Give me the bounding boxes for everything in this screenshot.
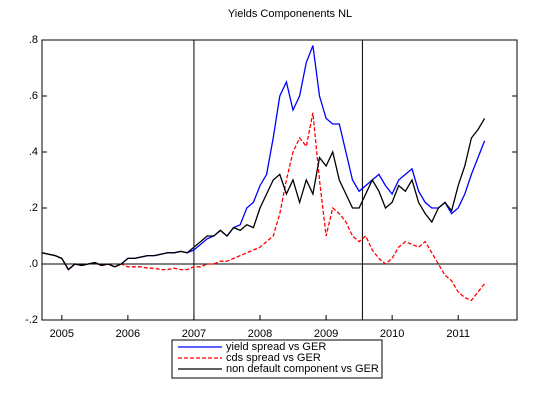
y-tick-label: -.2 — [25, 314, 38, 326]
legend-label: yield spread vs GER — [226, 341, 326, 353]
legend — [171, 339, 383, 379]
x-tick-label: 2008 — [248, 328, 272, 340]
plot-frame — [41, 39, 518, 321]
chart-title: Yields Componenents NL — [228, 8, 352, 20]
x-tick-label: 2011 — [446, 328, 470, 340]
x-tick-label: 2010 — [380, 328, 404, 340]
y-tick-label: .6 — [29, 90, 38, 102]
y-tick-label: .4 — [29, 146, 38, 158]
y-tick-label: .8 — [29, 34, 38, 46]
y-tick-label: .2 — [29, 202, 38, 214]
x-tick-label: 2005 — [50, 328, 74, 340]
x-tick-label: 2009 — [314, 328, 338, 340]
series-line — [41, 118, 486, 271]
x-tick-label: 2006 — [116, 328, 140, 340]
x-tick-label: 2007 — [182, 328, 206, 340]
legend-label: non default component vs GER — [226, 363, 379, 375]
legend-label: cds spread vs GER — [226, 352, 321, 364]
y-tick-label: .0 — [29, 258, 38, 270]
